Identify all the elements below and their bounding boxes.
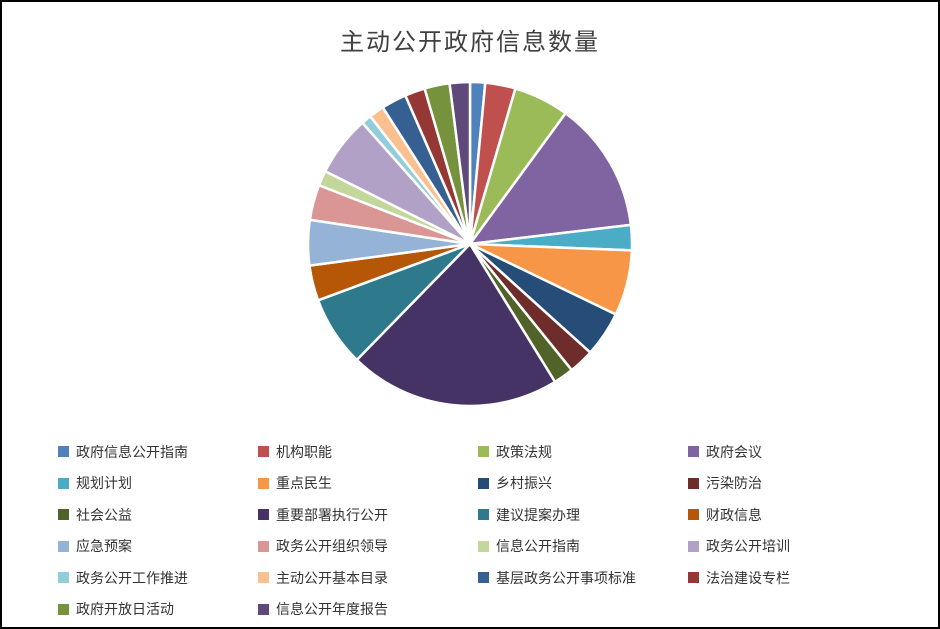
legend-swatch	[478, 477, 489, 489]
legend-item: 财政信息	[688, 505, 928, 525]
pie-slice-22	[448, 80, 472, 246]
legend-label: 政务公开工作推进	[76, 569, 188, 586]
legend-item: 机构职能	[258, 442, 478, 462]
legend-item: 建议提案办理	[478, 505, 688, 525]
chart-title: 主动公开政府信息数量	[340, 28, 600, 56]
legend-item: 重点民生	[258, 473, 478, 493]
legend-item: 主动公开基本目录	[258, 568, 478, 588]
legend-label: 基层政务公开事项标准	[496, 569, 636, 586]
legend-item: 基层政务公开事项标准	[478, 568, 688, 588]
legend-swatch	[258, 477, 269, 489]
legend-item: 政府会议	[688, 442, 928, 462]
legend-swatch	[688, 509, 699, 521]
pie-chart	[306, 80, 634, 408]
legend-item: 政府信息公开指南	[58, 442, 258, 462]
legend-item: 法治建设专栏	[688, 568, 928, 588]
legend-label: 政务公开培训	[706, 538, 790, 555]
legend-swatch	[58, 509, 69, 521]
legend-item: 社会公益	[58, 505, 258, 525]
legend-swatch	[58, 572, 69, 584]
legend-swatch	[478, 572, 489, 584]
legend-swatch	[58, 477, 69, 489]
legend-label: 信息公开年度报告	[276, 601, 388, 618]
legend-swatch	[688, 477, 699, 489]
legend-label: 政府会议	[706, 443, 762, 460]
legend-item: 政策法规	[478, 442, 688, 462]
legend-swatch	[258, 540, 269, 552]
legend-label: 信息公开指南	[496, 538, 580, 555]
legend-item: 规划计划	[58, 473, 258, 493]
legend-item: 政务公开组织领导	[258, 536, 478, 556]
legend-swatch	[688, 572, 699, 584]
legend-label: 规划计划	[76, 475, 132, 492]
legend-label: 建议提案办理	[496, 506, 580, 523]
legend-label: 重要部署执行公开	[276, 506, 388, 523]
legend-swatch	[258, 509, 269, 521]
legend-label: 机构职能	[276, 443, 332, 460]
legend-swatch	[58, 603, 69, 615]
legend-label: 社会公益	[76, 506, 132, 523]
legend-label: 应急预案	[76, 538, 132, 555]
legend-item: 应急预案	[58, 536, 258, 556]
legend-swatch	[688, 446, 699, 458]
legend-label: 政务公开组织领导	[276, 538, 388, 555]
legend-swatch	[58, 446, 69, 458]
pie-slice-10	[355, 242, 557, 408]
legend-swatch	[688, 540, 699, 552]
legend-swatch	[478, 540, 489, 552]
legend-label: 财政信息	[706, 506, 762, 523]
legend-swatch	[478, 509, 489, 521]
legend-swatch	[258, 572, 269, 584]
legend-swatch	[478, 446, 489, 458]
pie-slice-4	[468, 111, 633, 246]
legend-item: 乡村振兴	[478, 473, 688, 493]
legend-item: 政务公开工作推进	[58, 568, 258, 588]
legend-item: 污染防治	[688, 473, 928, 493]
legend-swatch	[58, 540, 69, 552]
legend-label: 主动公开基本目录	[276, 569, 388, 586]
legend-label: 政策法规	[496, 443, 552, 460]
legend-label: 法治建设专栏	[706, 569, 790, 586]
legend-label: 政府开放日活动	[76, 601, 174, 618]
legend-label: 重点民生	[276, 475, 332, 492]
legend-label: 污染防治	[706, 475, 762, 492]
legend-item: 政务公开培训	[688, 536, 928, 556]
legend: 政府信息公开指南 机构职能 政策法规 政府会议规划计划 重点民生 乡村振兴 污染防治社会公益…	[58, 436, 930, 625]
legend-item: 信息公开指南	[478, 536, 688, 556]
legend-item: 信息公开年度报告	[258, 599, 478, 619]
legend-swatch	[258, 446, 269, 458]
legend-label: 政府信息公开指南	[76, 443, 188, 460]
legend-item: 政府开放日活动	[58, 599, 258, 619]
legend-label: 乡村振兴	[496, 475, 552, 492]
legend-swatch	[258, 603, 269, 615]
legend-item: 重要部署执行公开	[258, 505, 478, 525]
